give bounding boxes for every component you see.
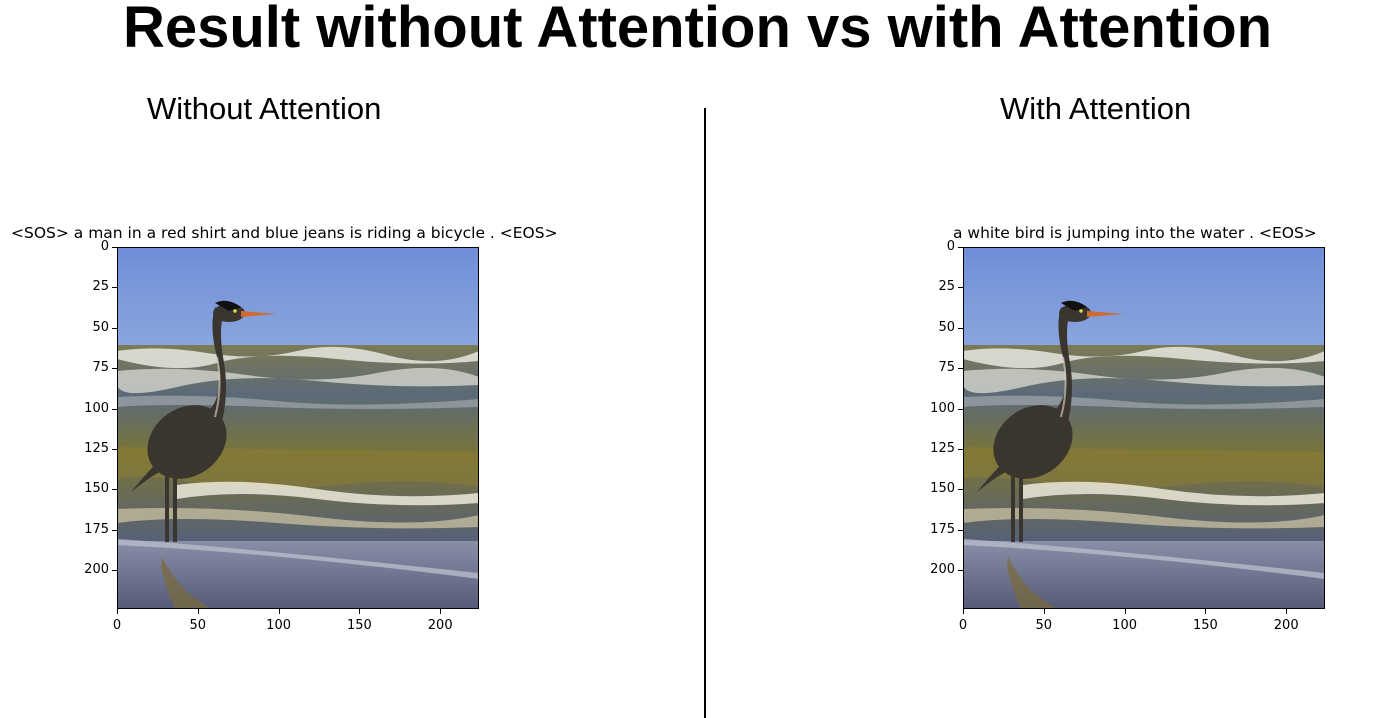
x-tick-label: 100	[1112, 618, 1137, 633]
x-tick-label: 200	[427, 618, 453, 633]
y-tick-mark	[112, 489, 117, 491]
y-tick-mark	[958, 368, 963, 370]
y-tick-label: 25	[938, 279, 955, 295]
x-tick-mark	[1124, 609, 1126, 614]
y-tick-mark	[958, 529, 963, 531]
y-tick-mark	[958, 449, 963, 450]
y-tick-mark	[958, 408, 963, 410]
caption-with-attention: a white bird is jumping into the water .…	[953, 224, 1317, 242]
plot-frame	[117, 247, 479, 609]
x-tick-label: 50	[1035, 618, 1053, 633]
x-tick-mark	[1205, 609, 1207, 614]
heading-with-attention: With Attention	[1000, 91, 1192, 126]
x-tick-label: 150	[346, 618, 372, 633]
y-tick-label: 200	[84, 562, 109, 578]
x-tick-mark	[963, 609, 964, 614]
y-tick-label: 200	[930, 562, 955, 578]
y-tick-mark	[958, 489, 963, 491]
x-tick-mark	[1043, 609, 1045, 614]
y-tick-label: 175	[84, 521, 109, 537]
y-tick-mark	[958, 570, 963, 572]
heron-photo	[117, 247, 479, 609]
y-tick-mark	[112, 529, 117, 531]
x-tick-label: 50	[189, 618, 207, 633]
x-tick-label: 0	[112, 618, 122, 633]
y-tick-mark	[112, 408, 117, 410]
y-tick-label: 175	[930, 521, 955, 537]
page-title: Result without Attention vs with Attenti…	[122, 0, 1273, 60]
y-tick-mark	[112, 327, 117, 329]
y-tick-label: 0	[946, 239, 955, 254]
y-tick-label: 50	[938, 319, 955, 335]
y-tick-mark	[958, 287, 963, 289]
y-tick-mark	[958, 247, 963, 248]
y-tick-label: 150	[930, 481, 955, 497]
panel-divider	[704, 108, 706, 718]
image-plot-with-attention: 0 25 50 75 100 125 150 175 200 0 50 100 150 200	[930, 240, 1325, 633]
x-tick-mark	[117, 609, 118, 614]
y-tick-label: 75	[938, 360, 955, 376]
y-tick-label: 150	[84, 481, 109, 497]
y-tick-label: 25	[92, 279, 109, 295]
y-tick-mark	[958, 327, 963, 329]
x-tick-mark	[1286, 609, 1288, 614]
x-tick-mark	[278, 609, 280, 614]
x-tick-mark	[197, 609, 199, 614]
y-tick-label: 100	[930, 400, 955, 416]
heron-photo	[963, 247, 1325, 609]
image-plot-without-attention: 0 25 50 75 100 125 150 175 200 0 50 100 150 200	[84, 240, 479, 633]
y-tick-label: 100	[84, 400, 109, 416]
y-tick-label: 0	[100, 239, 109, 254]
y-tick-mark	[112, 287, 117, 289]
y-tick-mark	[112, 368, 117, 370]
y-tick-label: 75	[92, 360, 109, 376]
y-tick-label: 125	[84, 441, 109, 456]
y-tick-label: 125	[930, 441, 955, 456]
x-tick-label: 100	[266, 618, 291, 633]
x-tick-label: 200	[1273, 618, 1299, 633]
x-tick-label: 150	[1192, 618, 1218, 633]
x-tick-mark	[440, 609, 442, 614]
heading-without-attention: Without Attention	[147, 91, 382, 126]
y-tick-mark	[112, 247, 117, 248]
caption-without-attention: <SOS> a man in a red shirt and blue jean…	[11, 224, 558, 242]
y-tick-mark	[112, 449, 117, 450]
x-tick-label: 0	[958, 618, 968, 633]
y-tick-mark	[112, 570, 117, 572]
y-tick-label: 50	[92, 319, 109, 335]
x-tick-mark	[359, 609, 361, 614]
plot-frame	[963, 247, 1325, 609]
